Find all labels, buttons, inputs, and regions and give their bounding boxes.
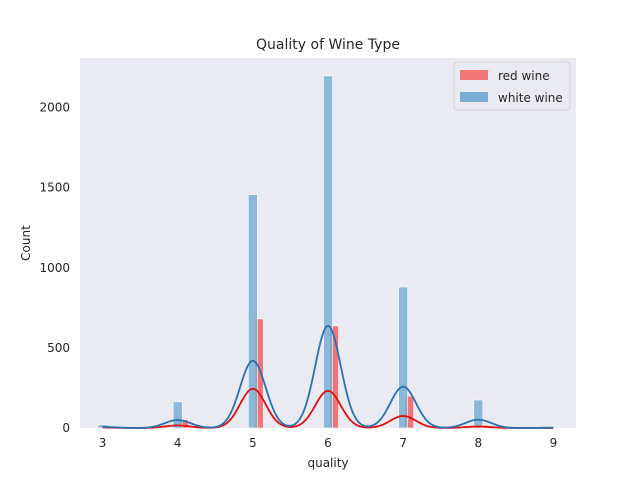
bar-white-wine-quality-6 (323, 75, 333, 429)
kde-line-white-wine (102, 324, 554, 429)
bar-white-wine-quality-7 (398, 286, 408, 429)
x-tick-label: 7 (399, 436, 407, 450)
x-axis: 3 4 5 6 7 8 9 (99, 436, 558, 450)
kde-line-red-wine (102, 387, 554, 429)
legend-label-white-wine: white wine (498, 91, 563, 105)
x-tick-label: 9 (550, 436, 558, 450)
kde-layer (102, 324, 554, 429)
y-axis-label: Count (19, 225, 33, 261)
x-tick-label: 4 (174, 436, 182, 450)
legend-label-red-wine: red wine (498, 69, 550, 83)
y-axis: 0 500 1000 1500 2000 (39, 101, 70, 435)
bar-white-wine-quality-4 (172, 401, 183, 429)
legend-swatch-white-wine (460, 92, 488, 102)
y-tick-label: 1500 (39, 181, 70, 195)
y-tick-label: 2000 (39, 101, 70, 115)
x-axis-label: quality (307, 456, 348, 470)
y-tick-label: 0 (62, 421, 70, 435)
bar-white-wine-quality-5 (248, 194, 258, 429)
y-tick-label: 1000 (39, 261, 70, 275)
x-tick-label: 8 (474, 436, 482, 450)
bar-white-wine-quality-8 (473, 399, 484, 429)
y-tick-label: 500 (47, 341, 70, 355)
legend-swatch-red-wine (460, 70, 488, 80)
bars-layer (97, 75, 559, 429)
x-tick-label: 6 (324, 436, 332, 450)
chart-title: Quality of Wine Type (256, 37, 400, 53)
legend: red wine white wine (453, 61, 571, 111)
x-tick-label: 5 (249, 436, 257, 450)
x-tick-label: 3 (99, 436, 107, 450)
